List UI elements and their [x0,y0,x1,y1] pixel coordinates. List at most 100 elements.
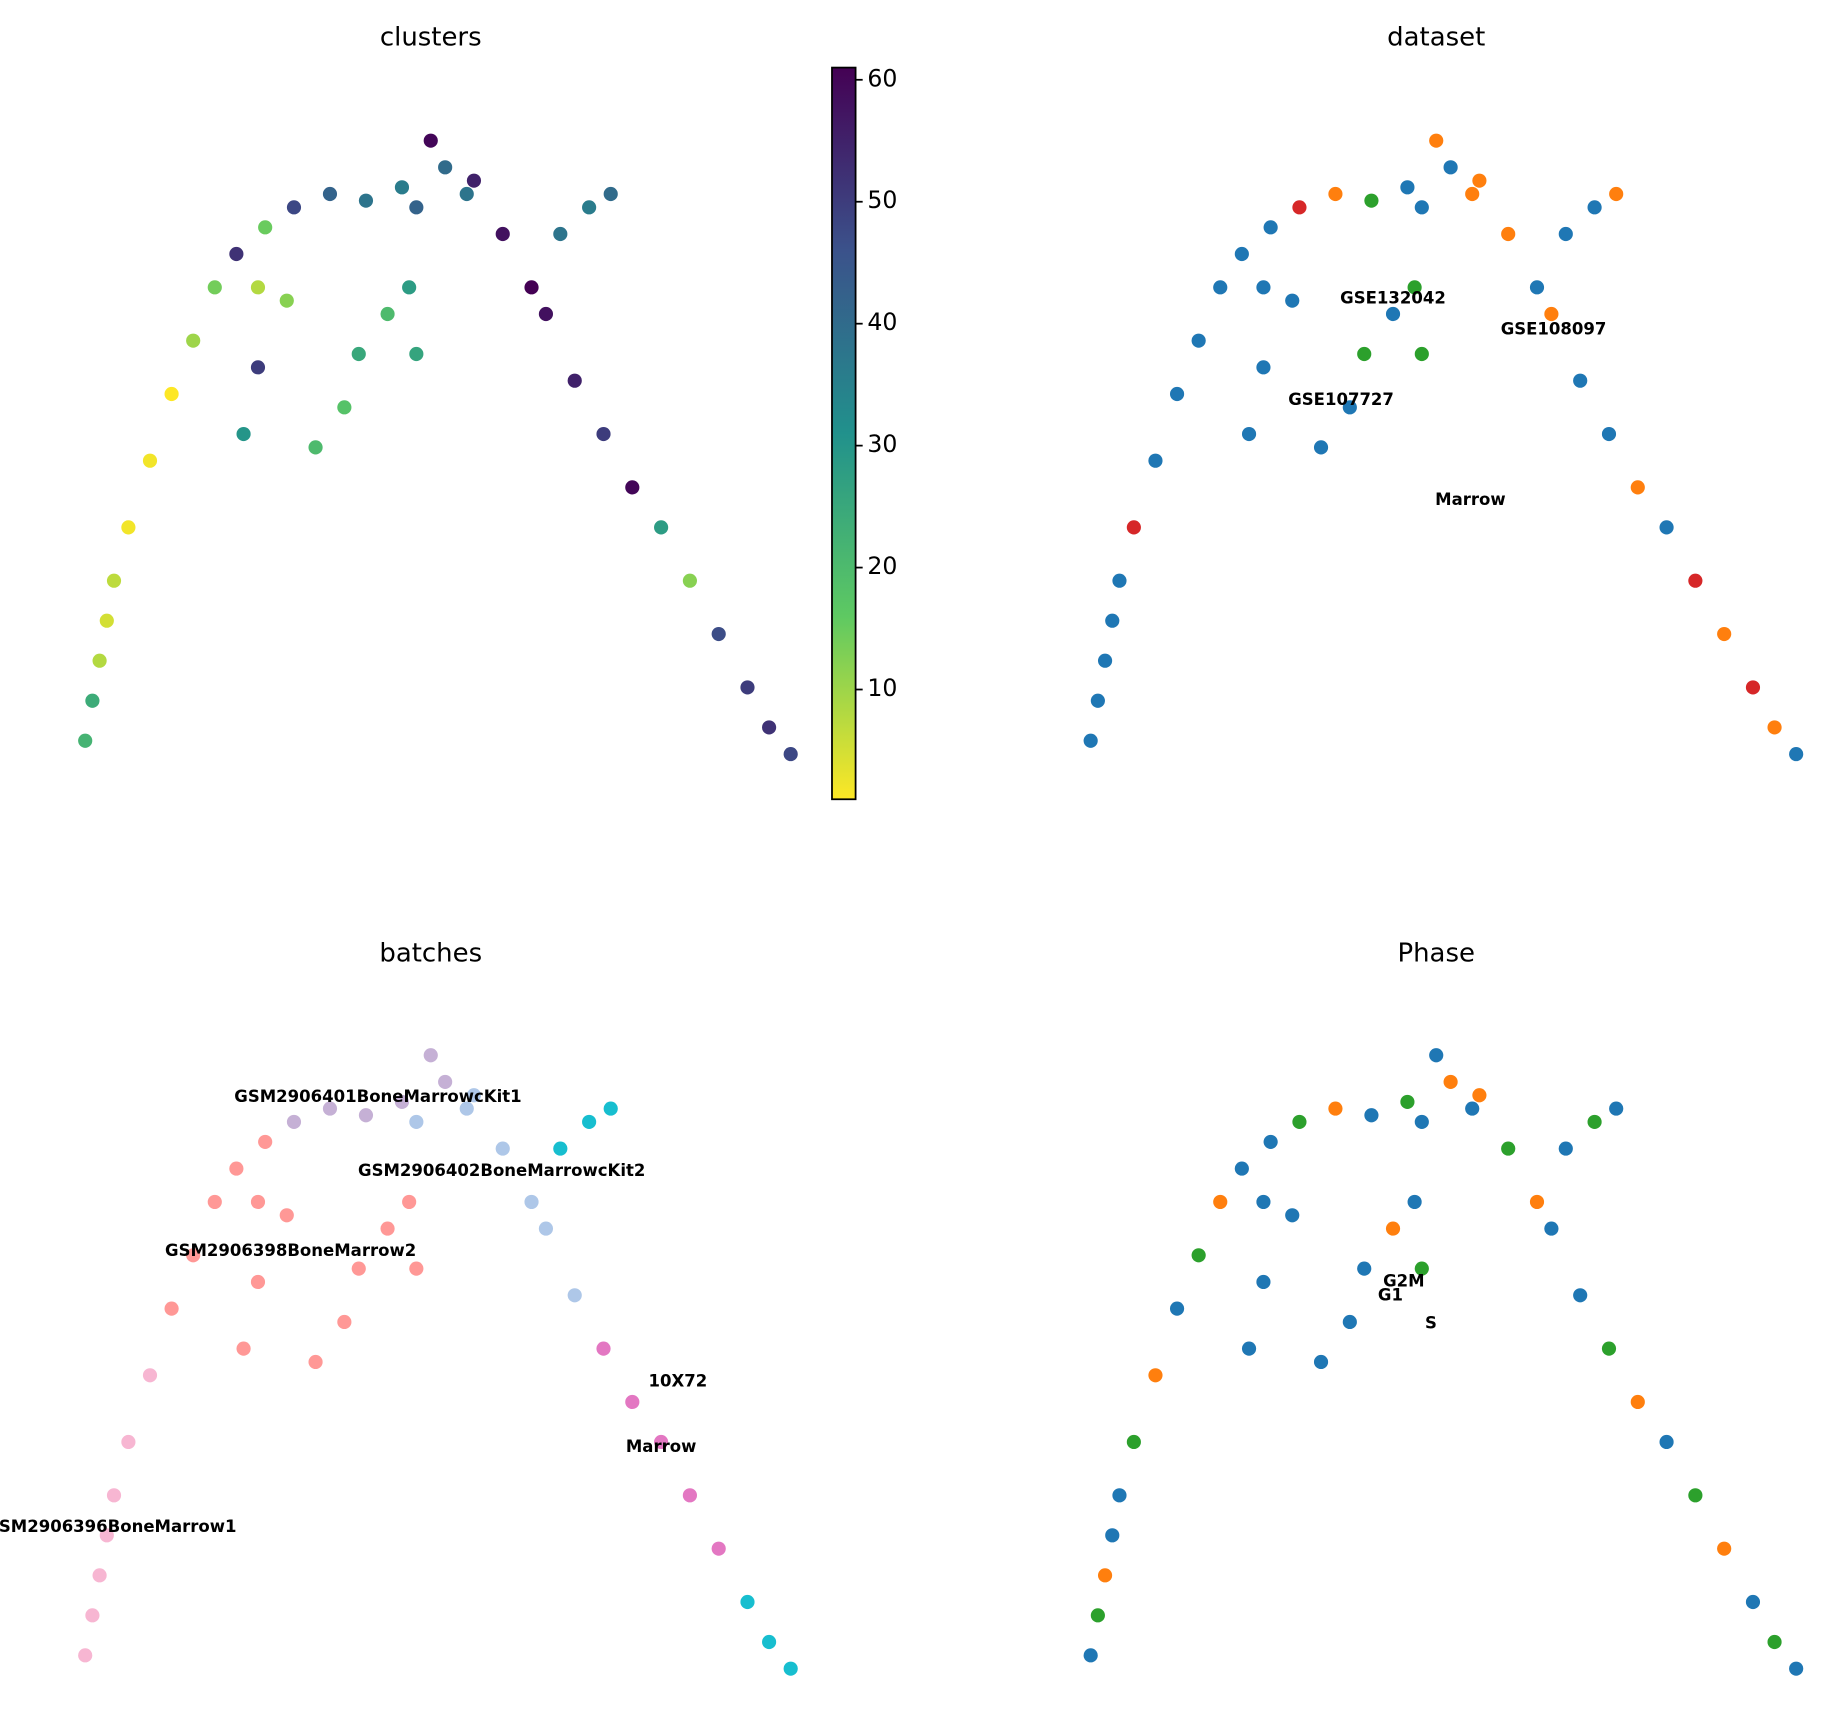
point [402,280,417,295]
point [1263,1134,1278,1150]
point [85,693,100,708]
point [682,573,697,588]
point [351,1261,366,1276]
point [1745,680,1761,695]
point [1342,1314,1357,1330]
point [394,180,410,195]
point [1342,400,1357,415]
point [92,653,107,668]
point [625,480,640,495]
point [1241,1341,1257,1356]
point [186,1248,201,1263]
point [207,280,222,295]
cluster-label: GSE107727 [1288,390,1394,409]
point [466,173,482,188]
point [783,746,798,762]
point [596,1341,611,1356]
point [1256,1194,1271,1210]
point [322,1101,338,1116]
point [524,280,539,295]
point [1465,1101,1480,1116]
cluster-label: GSM2906398BoneMarrow2 [165,1241,416,1260]
point [229,1161,244,1176]
point [423,1048,438,1063]
cluster-label: GSM2906401BoneMarrowcKit1 [234,1087,521,1106]
point [229,246,244,262]
point [1414,1114,1429,1130]
point [1097,1568,1113,1583]
point [1385,306,1401,322]
point [1191,333,1206,348]
point [1630,1394,1645,1410]
point [762,1634,777,1650]
point [1529,1194,1545,1210]
point [1609,186,1624,202]
point [1573,1288,1588,1303]
point [654,520,669,535]
point [1501,1141,1516,1156]
point [459,1101,474,1116]
colorbar-tick-label: 10 [867,674,897,702]
point [308,1354,323,1370]
point [1414,346,1429,362]
point [538,1221,554,1236]
point [1472,1088,1487,1103]
point [1213,1194,1228,1210]
panel-title: batches [379,938,482,968]
point [1609,1101,1624,1116]
point [625,1394,640,1410]
point [1630,480,1645,495]
point [1407,280,1422,295]
point [258,1134,273,1150]
cluster-label: Marrow [1435,490,1505,509]
point [142,453,158,468]
point [1472,173,1487,188]
point [1544,306,1559,322]
point [1573,373,1588,388]
point [286,200,302,215]
point [337,400,352,415]
point [1659,520,1674,535]
point [1414,1261,1429,1276]
colorbar-tick-label: 60 [867,64,897,92]
point [1328,186,1343,202]
point [1529,280,1545,295]
point [1465,186,1480,202]
point [92,1568,107,1583]
point [495,226,510,242]
point [358,1108,374,1123]
colorbar-tick-label: 40 [867,308,897,336]
point [1659,1434,1674,1450]
point [394,1094,410,1109]
point [524,1194,539,1210]
point [308,440,323,455]
point [1601,426,1617,442]
point [250,360,266,375]
point [459,186,474,202]
panel-title: dataset [1387,23,1485,53]
point [1385,1221,1401,1236]
point [250,280,266,295]
point [582,1114,597,1130]
point [1357,346,1372,362]
point [1767,720,1782,735]
point [78,733,93,748]
point [85,1608,100,1623]
cluster-label: GSM2906396BoneMarrow1 [0,1517,237,1536]
panel-title: Phase [1397,938,1475,968]
point [1256,1274,1271,1290]
cluster-label: 10X72 [649,1371,708,1390]
point [1601,1341,1617,1356]
point [1213,280,1228,295]
point [596,426,611,442]
point [553,1141,568,1156]
point [164,386,179,402]
point [250,1194,266,1210]
point [1313,1354,1329,1370]
point [236,1341,251,1356]
point [358,193,374,208]
point [1501,226,1516,242]
point [1256,360,1271,375]
point [1126,1434,1141,1450]
